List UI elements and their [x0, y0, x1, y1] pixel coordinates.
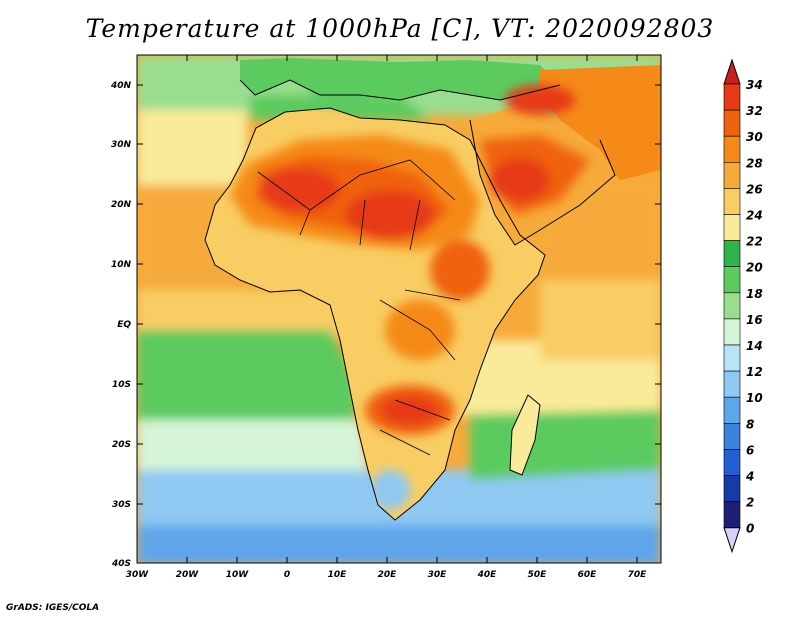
colorbar-swatch — [723, 135, 741, 163]
colorbar-swatch — [723, 344, 741, 372]
colorbar-swatch — [723, 188, 741, 215]
map-frame — [136, 54, 662, 564]
lon-label-30w: 30W — [126, 570, 150, 580]
sahara-core-west — [260, 168, 340, 212]
colorbar-swatch — [723, 396, 741, 424]
colorbar-swatch — [723, 109, 741, 137]
cool-atlantic-field — [137, 420, 370, 480]
colorbar-label: 18 — [746, 287, 763, 301]
southern-africa-core — [380, 395, 440, 425]
colorbar-label: 8 — [746, 417, 754, 431]
africa-coastline — [204, 107, 546, 521]
colorbar-label: 12 — [746, 365, 763, 379]
colorbar-swatch — [723, 240, 741, 268]
colorbar-label: 22 — [746, 235, 763, 249]
colorbar-label: 26 — [746, 182, 763, 196]
colorbar-swatch — [723, 501, 741, 529]
lat-label-20s: 20S — [112, 440, 131, 450]
colorbar-top-arrow — [723, 58, 741, 85]
colorbar-swatch — [723, 449, 741, 476]
colorbar-swatch — [723, 370, 741, 398]
heat-fields — [230, 83, 590, 510]
longitude-axis: 30W 20W 10W 0 10E 20E 30E 40E 50E 60E 70… — [126, 55, 647, 580]
south-atlantic-green — [137, 330, 355, 430]
colorbar-label: 16 — [746, 313, 763, 327]
lat-label-30n: 30N — [111, 140, 132, 150]
colorbar-label: 34 — [746, 78, 763, 92]
lon-label-10e: 10E — [328, 570, 348, 580]
coastlines — [204, 79, 616, 521]
lat-label-30s: 30S — [112, 500, 131, 510]
colorbar-label: 10 — [746, 391, 763, 405]
colorbar-label: 24 — [746, 209, 763, 223]
lon-label-50e: 50E — [528, 570, 548, 580]
colorbar-label: 0 — [746, 522, 754, 536]
iraq-hot — [505, 85, 575, 115]
lat-label-10s: 10S — [112, 380, 131, 390]
lon-label-20e: 20E — [378, 570, 398, 580]
lon-label-30e: 30E — [428, 570, 448, 580]
lat-label-40n: 40N — [110, 81, 132, 91]
footer-credit: GrADS: IGES/COLA — [6, 603, 100, 613]
lon-label-10w: 10W — [226, 570, 250, 580]
congo-warm — [385, 300, 455, 360]
map-panel — [137, 55, 661, 563]
colorbar-label: 28 — [746, 156, 763, 170]
colorbar-label: 4 — [745, 470, 754, 484]
lat-label-eq: EQ — [117, 320, 131, 330]
lat-label-10n: 10N — [111, 260, 132, 270]
lon-label-60e: 60E — [578, 570, 598, 580]
madagascar-land — [510, 395, 540, 475]
colorbar-swatch — [723, 475, 741, 502]
lon-label-0: 0 — [284, 570, 290, 580]
lon-label-40e: 40E — [477, 570, 498, 580]
colorbar-bottom-arrow — [723, 527, 741, 554]
colorbar-swatch — [723, 292, 741, 320]
colorbar-label: 20 — [746, 261, 763, 275]
lon-label-70e: 70E — [628, 570, 648, 580]
lat-label-20n: 20N — [111, 200, 132, 210]
equatorial-indian-field — [540, 280, 661, 360]
colorbar-swatch — [723, 214, 741, 241]
lon-label-20w: 20W — [176, 570, 200, 580]
colorbar-swatch — [723, 83, 741, 111]
colorbar-label: 14 — [746, 339, 763, 353]
lat-label-40s: 40S — [111, 559, 131, 569]
colorbar-label: 32 — [746, 104, 763, 118]
colorbar-label: 6 — [746, 443, 754, 457]
colorbar-label: 2 — [746, 496, 754, 510]
sahara-core-east — [345, 190, 435, 240]
far-south-field — [137, 525, 661, 563]
europe-coastline — [239, 79, 561, 101]
colorbar-label: 30 — [746, 130, 763, 144]
colorbar-swatch — [723, 318, 741, 346]
colorbar-swatch — [723, 266, 741, 294]
arabia-coastline — [469, 119, 616, 246]
cape-cool — [370, 470, 410, 510]
colorbar-swatch — [723, 422, 741, 450]
madagascar-coastline — [509, 394, 541, 476]
latitude-axis: 40N 30N 20N 10N EQ 10S 20S 30S 40S — [110, 81, 661, 569]
colorbar-swatch — [723, 162, 741, 189]
country-borders — [257, 159, 461, 456]
arabia-core — [490, 158, 550, 202]
map-title: Temperature at 1000hPa [C], VT: 20200928… — [85, 14, 715, 43]
subtropical-atlantic-field — [137, 110, 247, 190]
east-africa-hot — [430, 240, 490, 300]
